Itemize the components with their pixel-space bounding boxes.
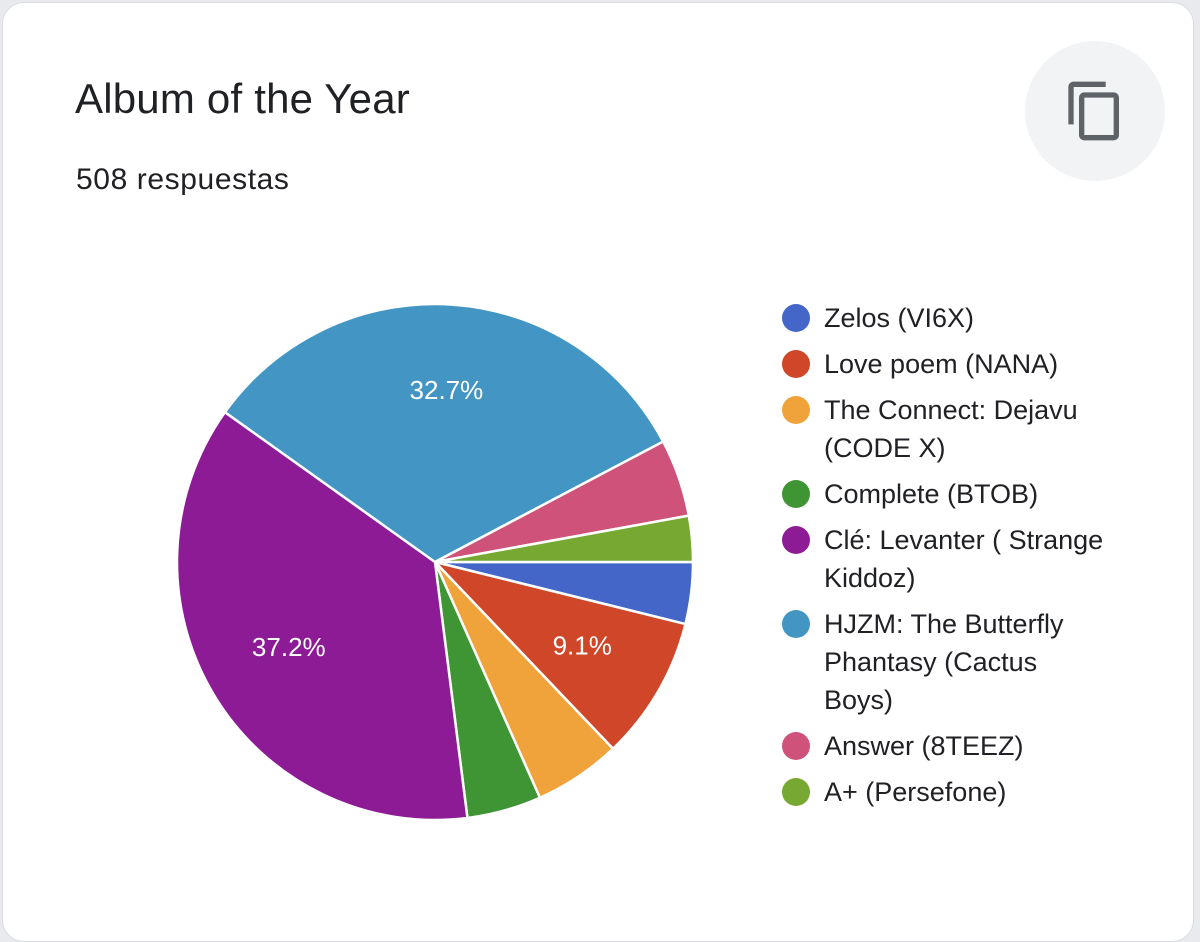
legend-label: Complete (BTOB) (824, 479, 1039, 509)
legend-item-0[interactable]: Zelos (VI6X) (781, 299, 1111, 337)
legend-item-3[interactable]: Complete (BTOB) (781, 475, 1111, 513)
legend-swatch (782, 778, 810, 806)
copy-chart-button[interactable] (1025, 41, 1165, 181)
pie-slice-7[interactable] (433, 514, 695, 564)
legend-label: Answer (8TEEZ) (824, 731, 1024, 761)
pie-slice-5[interactable] (223, 302, 665, 564)
legend-label: A+ (Persefone) (824, 777, 1007, 807)
legend-item-5[interactable]: HJZM: The Butterfly Phantasy (Cactus Boy… (781, 605, 1111, 719)
legend-label: Zelos (VI6X) (824, 303, 975, 333)
pie-slice-1[interactable] (433, 560, 687, 751)
legend-swatch (782, 396, 810, 424)
legend-item-4[interactable]: Clé: Levanter ( Strange Kiddoz) (781, 521, 1111, 597)
response-count: 508 respuestas (76, 163, 290, 196)
legend-label: Clé: Levanter ( Strange Kiddoz) (824, 525, 1104, 593)
legend-swatch (782, 526, 810, 554)
chart-title: Album of the Year (75, 75, 410, 122)
legend-swatch (782, 480, 810, 508)
pie-slice-4[interactable] (175, 410, 469, 822)
legend-item-7[interactable]: A+ (Persefone) (781, 773, 1111, 811)
legend-label: HJZM: The Butterfly Phantasy (Cactus Boy… (824, 609, 1064, 715)
chart-legend: Zelos (VI6X) Love poem (NANA) The Connect:… (781, 299, 1111, 819)
slice-data-label-5: 32.7% (410, 375, 484, 405)
slice-data-label-4: 37.2% (252, 632, 326, 662)
legend-swatch (782, 350, 810, 378)
slice-data-label-1: 9.1% (553, 630, 612, 660)
legend-swatch (782, 304, 810, 332)
copy-icon (1068, 81, 1119, 141)
pie-chart: 9.1% 37.2% 32.7% (163, 289, 713, 839)
legend-swatch (782, 732, 810, 760)
legend-swatch (782, 610, 810, 638)
legend-item-6[interactable]: Answer (8TEEZ) (781, 727, 1111, 765)
pie-chart-svg: 9.1% 37.2% 32.7% (175, 302, 695, 822)
legend-item-1[interactable]: Love poem (NANA) (781, 345, 1111, 383)
legend-item-2[interactable]: The Connect: Dejavu (CODE X) (781, 391, 1111, 467)
legend-label: The Connect: Dejavu (CODE X) (824, 395, 1078, 463)
legend-label: Love poem (NANA) (824, 349, 1059, 379)
